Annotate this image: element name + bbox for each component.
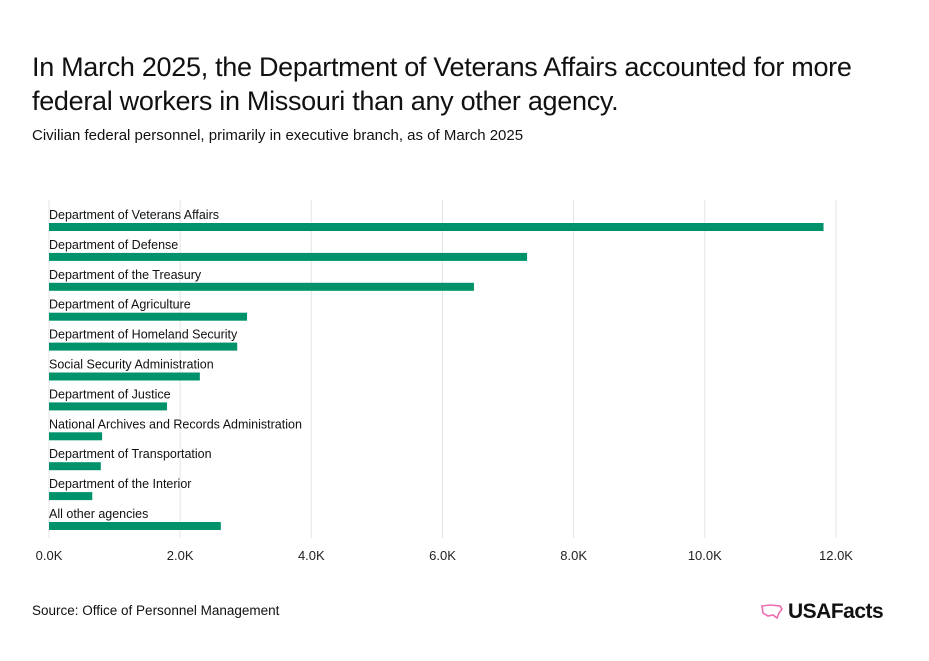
bar (49, 402, 168, 411)
bar (49, 462, 101, 471)
bar (49, 282, 474, 291)
chart-subtitle: Civilian federal personnel, primarily in… (32, 127, 524, 144)
bar (49, 342, 238, 351)
category-label: Department of the Interior (49, 477, 191, 491)
category-label: All other agencies (49, 507, 148, 521)
x-tick-label: 0.0K (36, 548, 63, 563)
bar (49, 223, 824, 231)
category-label: Department of Homeland Security (49, 328, 238, 342)
usa-map-icon (761, 604, 783, 620)
x-tick-label: 2.0K (167, 548, 194, 563)
category-label: Department of Agriculture (49, 298, 191, 312)
bar (49, 522, 221, 530)
usafacts-logo: USAFacts (760, 600, 884, 624)
category-label: Department of Veterans Affairs (49, 208, 219, 222)
x-tick-label: 12.0K (819, 548, 853, 563)
x-tick-label: 8.0K (560, 548, 587, 563)
category-label: National Archives and Records Administra… (49, 417, 302, 431)
source-note: Source: Office of Personnel Management (32, 603, 280, 618)
x-tick-label: 4.0K (298, 548, 325, 563)
bar (49, 372, 200, 381)
bar (49, 492, 93, 501)
category-label: Department of Justice (49, 387, 171, 401)
bar (49, 252, 528, 261)
logo-text: USAFacts (788, 600, 884, 623)
category-label: Department of the Treasury (49, 268, 202, 282)
bar (49, 432, 103, 441)
category-label: Department of Transportation (49, 447, 212, 461)
x-tick-label: 10.0K (688, 548, 722, 563)
category-label: Department of Defense (49, 238, 178, 252)
x-tick-label: 6.0K (429, 548, 456, 563)
bar (49, 312, 248, 321)
category-label: Social Security Administration (49, 358, 214, 372)
chart-title: In March 2025, the Department of Veteran… (32, 52, 852, 116)
